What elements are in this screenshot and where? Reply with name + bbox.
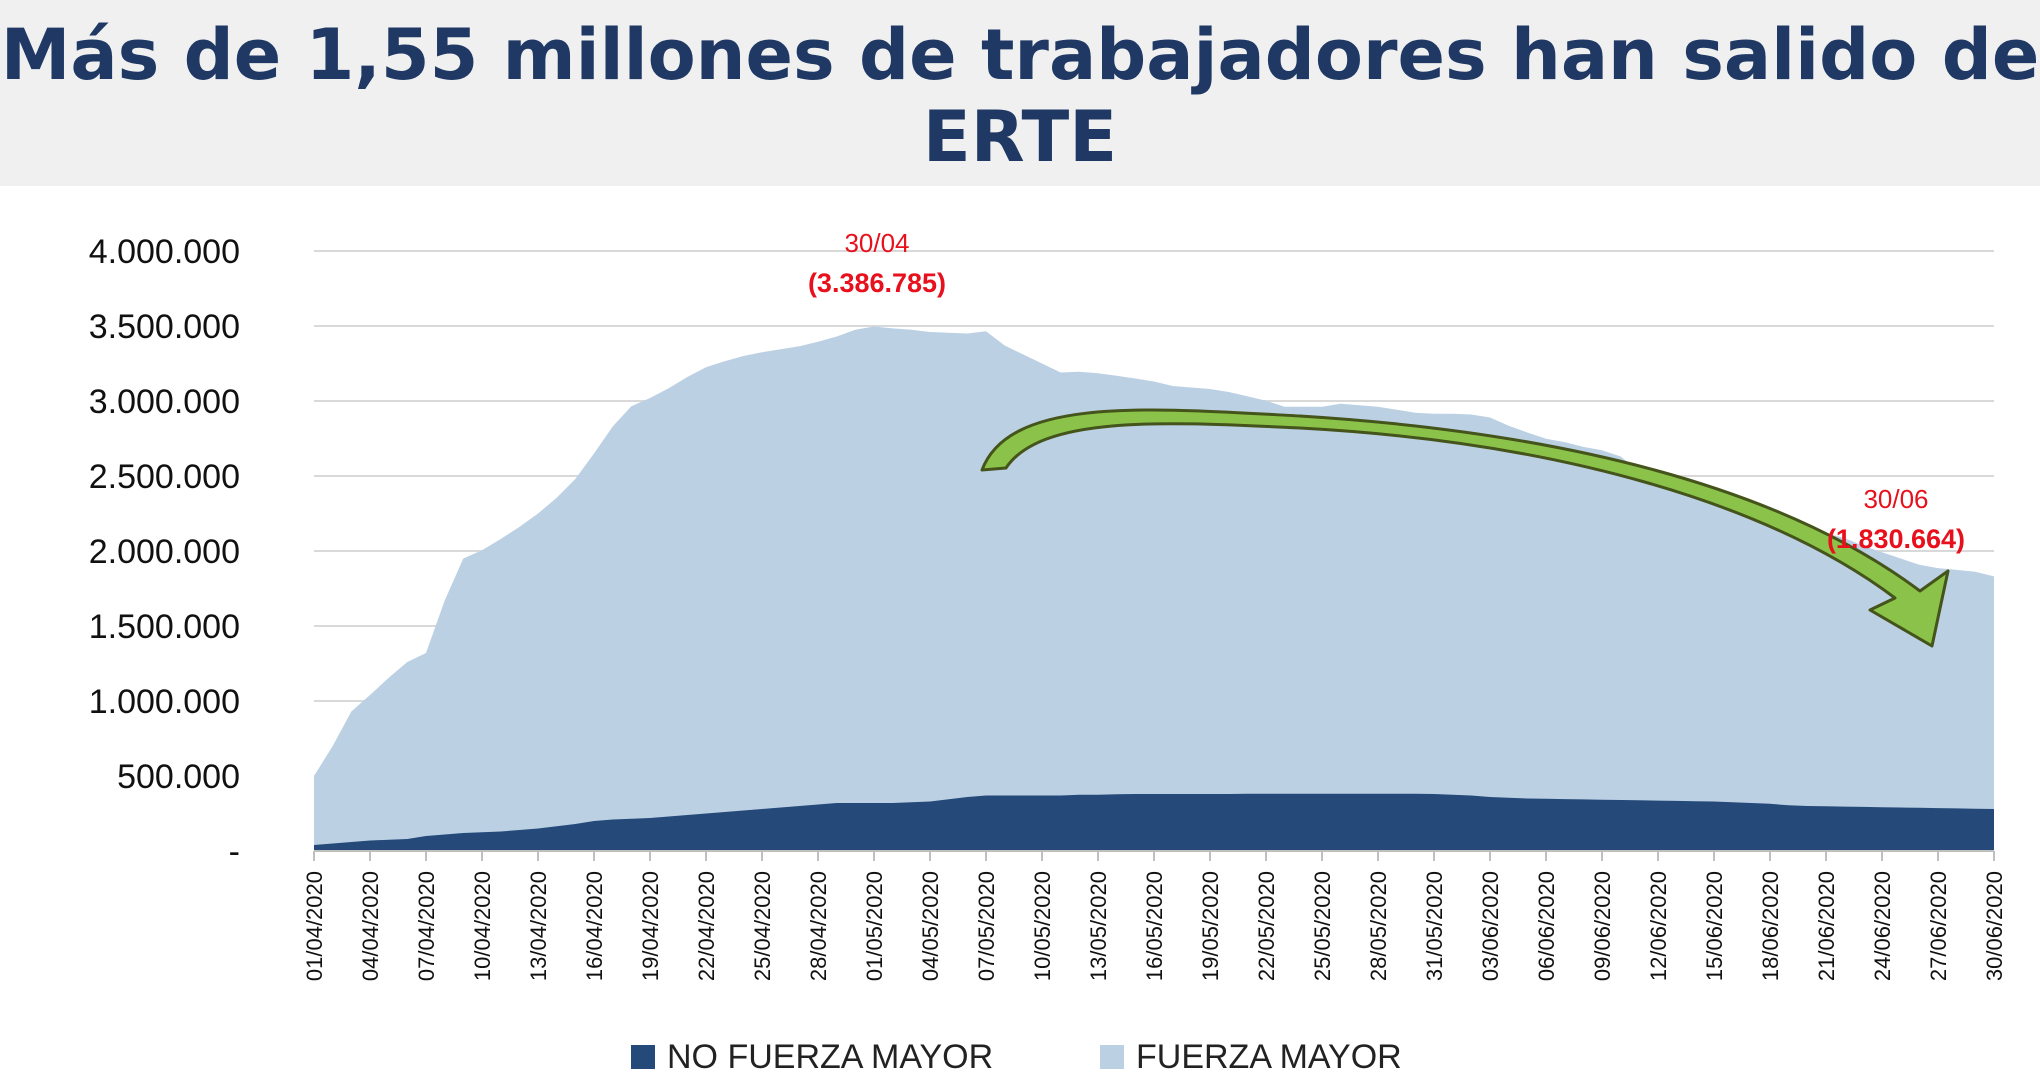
x-tick-label: 07/05/2020	[974, 871, 999, 981]
y-tick-label: 1.500.000	[89, 608, 240, 646]
annotation-end-value: (1.830.664)	[1827, 524, 1965, 554]
x-tick-label: 01/04/2020	[302, 871, 327, 981]
x-tick-label: 16/04/2020	[582, 871, 607, 981]
annotation-peak-date: 30/04	[844, 228, 909, 258]
x-tick-label: 25/04/2020	[750, 871, 775, 981]
x-tick-label: 28/04/2020	[806, 871, 831, 981]
y-tick-label: 3.500.000	[89, 308, 240, 346]
area-no-fuerza-mayor	[314, 793, 1994, 851]
area-fuerza-mayor	[314, 326, 1994, 851]
legend-swatch-no-fuerza-mayor	[631, 1045, 655, 1069]
x-tick-label: 13/05/2020	[1086, 871, 1111, 981]
legend-swatch-fuerza-mayor	[1100, 1045, 1124, 1069]
legend-label-fuerza-mayor: FUERZA MAYOR	[1136, 1038, 1402, 1076]
x-tick-label: 22/05/2020	[1254, 871, 1279, 981]
page-title: Más de 1,55 millones de trabajadores han…	[0, 14, 2040, 178]
x-tick-label: 24/06/2020	[1870, 871, 1895, 981]
x-tick-label: 19/05/2020	[1198, 871, 1223, 981]
x-tick-label: 15/06/2020	[1702, 871, 1727, 981]
x-tick-label: 22/04/2020	[694, 871, 719, 981]
annotation-peak-value: (3.386.785)	[808, 268, 946, 298]
x-tick-label: 13/04/2020	[526, 871, 551, 981]
x-tick-label: 28/05/2020	[1366, 871, 1391, 981]
x-tick-label: 04/04/2020	[358, 871, 383, 981]
y-tick-label: 1.000.000	[89, 683, 240, 721]
curved-arrow-icon	[980, 408, 1950, 648]
erte-area-chart: - 500.000 1.000.000 1.500.000 2.000.000 2.500…	[89, 228, 2007, 1076]
y-tick-label: 2.500.000	[89, 458, 240, 496]
y-tick-label: 3.000.000	[89, 383, 240, 421]
x-tick-label: 04/05/2020	[918, 871, 943, 981]
x-tick-label: 25/05/2020	[1310, 871, 1335, 981]
legend-label-no-fuerza-mayor: NO FUERZA MAYOR	[667, 1038, 993, 1076]
x-tick-label: 30/06/2020	[1982, 871, 2007, 981]
x-tick-label: 21/06/2020	[1814, 871, 1839, 981]
annotation-end-date: 30/06	[1863, 484, 1928, 514]
y-tick-label: -	[229, 833, 240, 871]
area-series	[314, 326, 1994, 851]
x-tick-label: 16/05/2020	[1142, 871, 1167, 981]
x-tick-label: 07/04/2020	[414, 871, 439, 981]
x-tick-label: 09/06/2020	[1590, 871, 1615, 981]
x-tick-label: 27/06/2020	[1926, 871, 1951, 981]
title-banner	[0, 0, 2040, 186]
y-axis: - 500.000 1.000.000 1.500.000 2.000.000 2.500…	[89, 233, 240, 871]
y-tick-label: 500.000	[117, 758, 240, 796]
x-axis: 01/04/2020 04/04/2020 07/04/2020 10/04/2020…	[302, 850, 2007, 981]
x-tick-label: 03/06/2020	[1478, 871, 1503, 981]
x-tick-label: 10/04/2020	[470, 871, 495, 981]
x-tick-label: 18/06/2020	[1758, 871, 1783, 981]
x-tick-label: 10/05/2020	[1030, 871, 1055, 981]
legend: NO FUERZA MAYOR FUERZA MAYOR	[631, 1038, 1402, 1076]
y-tick-label: 2.000.000	[89, 533, 240, 571]
x-tick-label: 06/06/2020	[1534, 871, 1559, 981]
x-tick-label: 19/04/2020	[638, 871, 663, 981]
x-tick-label: 12/06/2020	[1646, 871, 1671, 981]
x-tick-label: 01/05/2020	[862, 871, 887, 981]
y-tick-label: 4.000.000	[89, 233, 240, 271]
x-tick-label: 31/05/2020	[1422, 871, 1447, 981]
